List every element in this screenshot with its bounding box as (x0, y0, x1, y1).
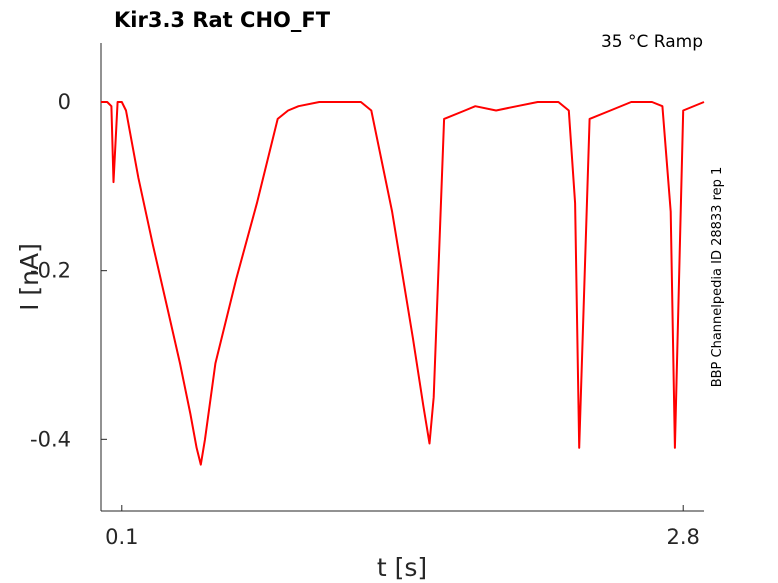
channelpedia-id-label: BBP Channelpedia ID 28833 rep 1 (710, 167, 725, 388)
x-tick-label: 0.1 (105, 525, 138, 549)
current-trace-line (101, 101, 705, 466)
y-tick-label: -0.4 (30, 427, 71, 451)
chart-title: Kir3.3 Rat CHO_FT (114, 8, 331, 32)
condition-annotation: 35 °C Ramp (601, 32, 703, 52)
y-tick-label: -0.2 (30, 259, 71, 283)
y-ticks: 0 -0.2 -0.4 (30, 90, 107, 451)
x-tick-label: 2.8 (667, 525, 700, 549)
x-ticks: 0.1 2.8 (105, 505, 700, 549)
series-layer (101, 101, 705, 466)
y-tick-label: 0 (58, 90, 71, 114)
x-axis-label: t [s] (377, 553, 427, 582)
y-axis-label: I [nA] (15, 243, 44, 311)
